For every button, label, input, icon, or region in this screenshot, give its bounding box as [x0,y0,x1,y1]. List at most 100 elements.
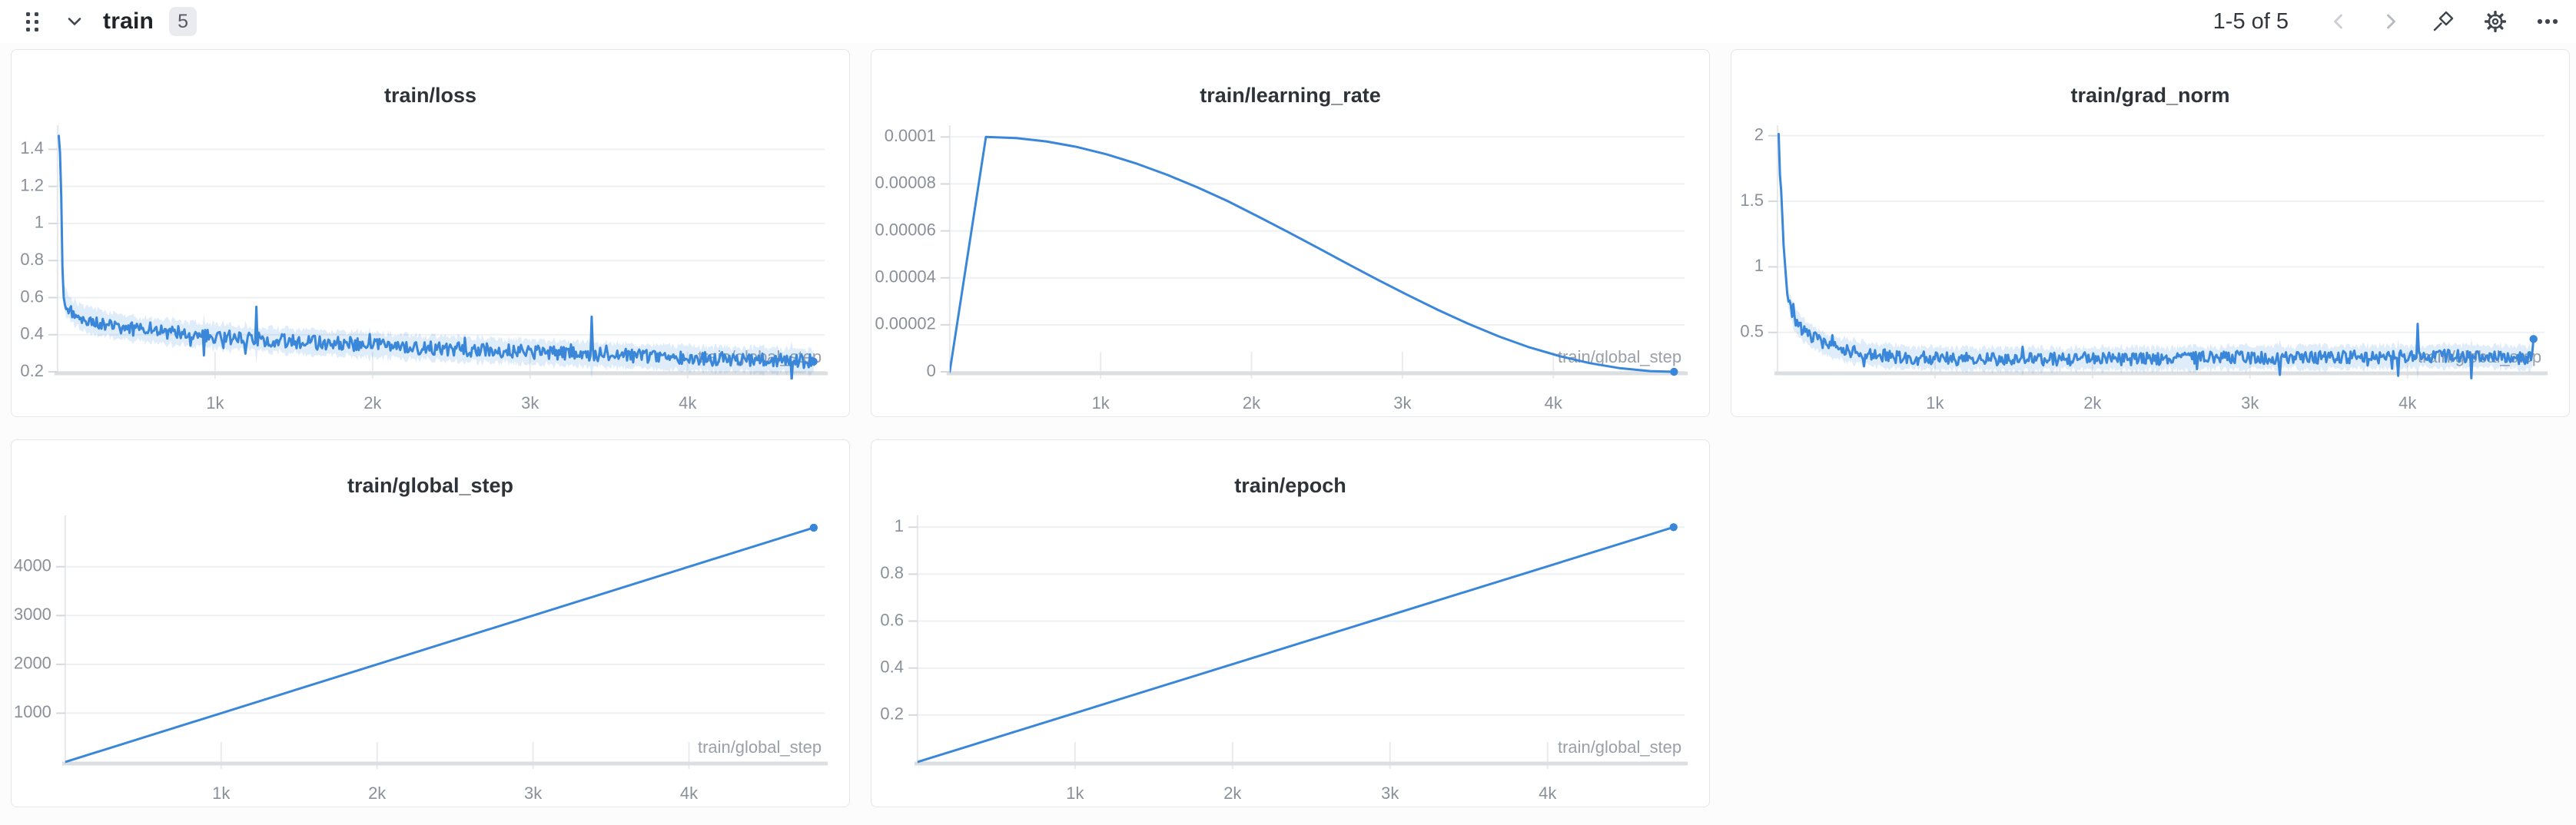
svg-text:0.5: 0.5 [1740,322,1764,341]
x-axis-label: train/global_step [698,737,822,757]
svg-text:1.4: 1.4 [20,138,44,157]
svg-text:0.00008: 0.00008 [875,173,935,192]
axes [940,125,1688,376]
series-train/grad_norm [1777,125,2535,379]
end-point-marker [809,357,818,366]
svg-text:4k: 4k [2398,393,2417,412]
section-overflow-menu-button[interactable] [2535,8,2561,35]
svg-text:4k: 4k [679,393,697,412]
svg-text:1k: 1k [1926,393,1944,412]
chart-plot[interactable]: 0.20.40.60.811.21.41k 2k 3k 4ktrain/global_… [12,50,849,416]
section-header-left: train 5 [20,7,198,36]
svg-text:1.2: 1.2 [20,175,44,194]
tick-labels: 0 0.00002 0.00004 0.00006 0.00008 0.0001 1k 2k 3… [875,126,1562,412]
ellipsis-icon [2537,18,2558,25]
drag-handle[interactable] [20,8,46,35]
svg-text:0.4: 0.4 [880,657,904,676]
svg-text:3k: 3k [521,393,539,412]
svg-text:1k: 1k [206,393,224,412]
panel-count-badge: 5 [169,7,198,36]
svg-text:0.2: 0.2 [880,704,904,724]
svg-text:4000: 4000 [14,556,51,575]
svg-text:2k: 2k [1223,784,1242,803]
svg-text:0.00004: 0.00004 [875,267,935,286]
svg-text:3k: 3k [1381,784,1399,803]
svg-text:1: 1 [895,516,904,535]
svg-text:2k: 2k [1243,393,1261,412]
svg-text:3000: 3000 [14,605,51,624]
minmax-band [58,119,814,379]
series-train/global_step [65,526,815,764]
svg-text:3k: 3k [1393,393,1412,412]
series-line [1777,133,2535,379]
end-point-marker [809,523,818,532]
svg-text:1k: 1k [212,784,231,803]
tick-labels: 0.2 0.4 0.6 0.8 1 1k 2k 3k 4k [880,516,1557,803]
next-page-button[interactable] [2378,8,2404,35]
panel-train-grad-norm[interactable]: train/grad_norm 0.5 1 1.5 2 1k 2k 3k 4k train/gl… [1731,49,2570,417]
end-point-marker [1669,523,1678,532]
panel-train-learning-rate[interactable]: train/learning_rate 0 0.00002 0.00004 0.000… [871,49,1710,417]
svg-text:0.8: 0.8 [20,250,44,269]
svg-text:1000: 1000 [14,702,51,721]
prev-page-button[interactable] [2325,8,2352,35]
svg-text:0.00006: 0.00006 [875,220,935,239]
svg-text:2000: 2000 [14,654,51,673]
svg-text:0.00002: 0.00002 [875,314,935,333]
section-settings-button[interactable] [2482,8,2508,35]
minmax-band [1778,125,2534,379]
tick-labels: 1000 2000 3000 4000 1k 2k 3k 4k [14,556,699,803]
grid-lines [917,526,1685,769]
panel-train-epoch[interactable]: train/epoch 0.2 0.4 0.6 0.8 1 1k 2k 3k 4k train/g… [871,439,1710,807]
chevron-left-icon [2334,14,2342,29]
gear-icon [2484,10,2507,33]
section-collapse-button[interactable] [61,8,88,35]
series-train/learning_rate [949,135,1675,373]
svg-text:3k: 3k [2241,393,2259,412]
grid-lines [65,565,825,769]
chart-plot[interactable]: 0.2 0.4 0.6 0.8 1 1k 2k 3k 4k train/global_step [871,440,1709,807]
section-title: train [103,8,154,34]
svg-text:0.4: 0.4 [20,324,44,343]
svg-text:4k: 4k [1545,393,1563,412]
section-header-right: 1-5 of 5 [2213,8,2561,35]
chart-plot[interactable]: 0 0.00002 0.00004 0.00006 0.00008 0.0001 1k 2k 3… [871,50,1709,416]
svg-text:1: 1 [1754,256,1764,275]
series-line [917,525,1675,764]
panel-train-loss[interactable]: train/loss 0.2 0.4 0.6 0.8 1 1.2 1.4 1k 2k 3k 4k tr… [11,49,850,417]
section-header-bar: train 5 1-5 of 5 [0,0,2576,43]
tick-labels: 0.5 1 1.5 2 1k 2k 3k 4k [1740,124,2417,412]
axes [55,515,828,766]
pagination-label: 1-5 of 5 [2213,8,2289,34]
svg-text:0.8: 0.8 [880,563,904,582]
series-line [57,134,815,379]
x-axis-label: train/global_step [1558,737,1681,757]
pin-section-button[interactable] [2430,8,2456,35]
svg-text:1k: 1k [1066,784,1084,803]
svg-text:0.0001: 0.0001 [885,126,936,145]
svg-text:1k: 1k [1092,393,1110,412]
x-axis-label: train/global_step [1558,347,1681,366]
end-point-marker [1670,367,1678,376]
svg-text:2k: 2k [368,784,387,803]
svg-text:2k: 2k [363,393,382,412]
chevron-down-icon [68,18,81,25]
svg-text:1: 1 [35,213,44,232]
svg-text:4k: 4k [680,784,699,803]
panel-train-global-step[interactable]: train/global_step 1000 2000 3000 4000 1k 2k 3k… [11,439,850,807]
drag-handle-icon [26,12,38,31]
svg-text:2k: 2k [2083,393,2102,412]
svg-text:4k: 4k [1539,784,1557,803]
pin-icon [2433,11,2454,31]
grid-lines [1777,134,2545,379]
chevron-right-icon [2387,14,2395,29]
svg-text:0.6: 0.6 [880,610,904,629]
series-train/loss [57,119,815,379]
svg-text:2: 2 [1754,124,1764,144]
end-point-marker [2529,335,2538,343]
series-line [949,135,1675,373]
panel-grid: train/loss 0.2 0.4 0.6 0.8 1 1.2 1.4 1k 2k 3k 4k tr… [0,43,2576,807]
tick-labels: 0.2 0.4 0.6 0.8 1 1.2 1.4 1k 2k 3k 4k [20,138,697,412]
